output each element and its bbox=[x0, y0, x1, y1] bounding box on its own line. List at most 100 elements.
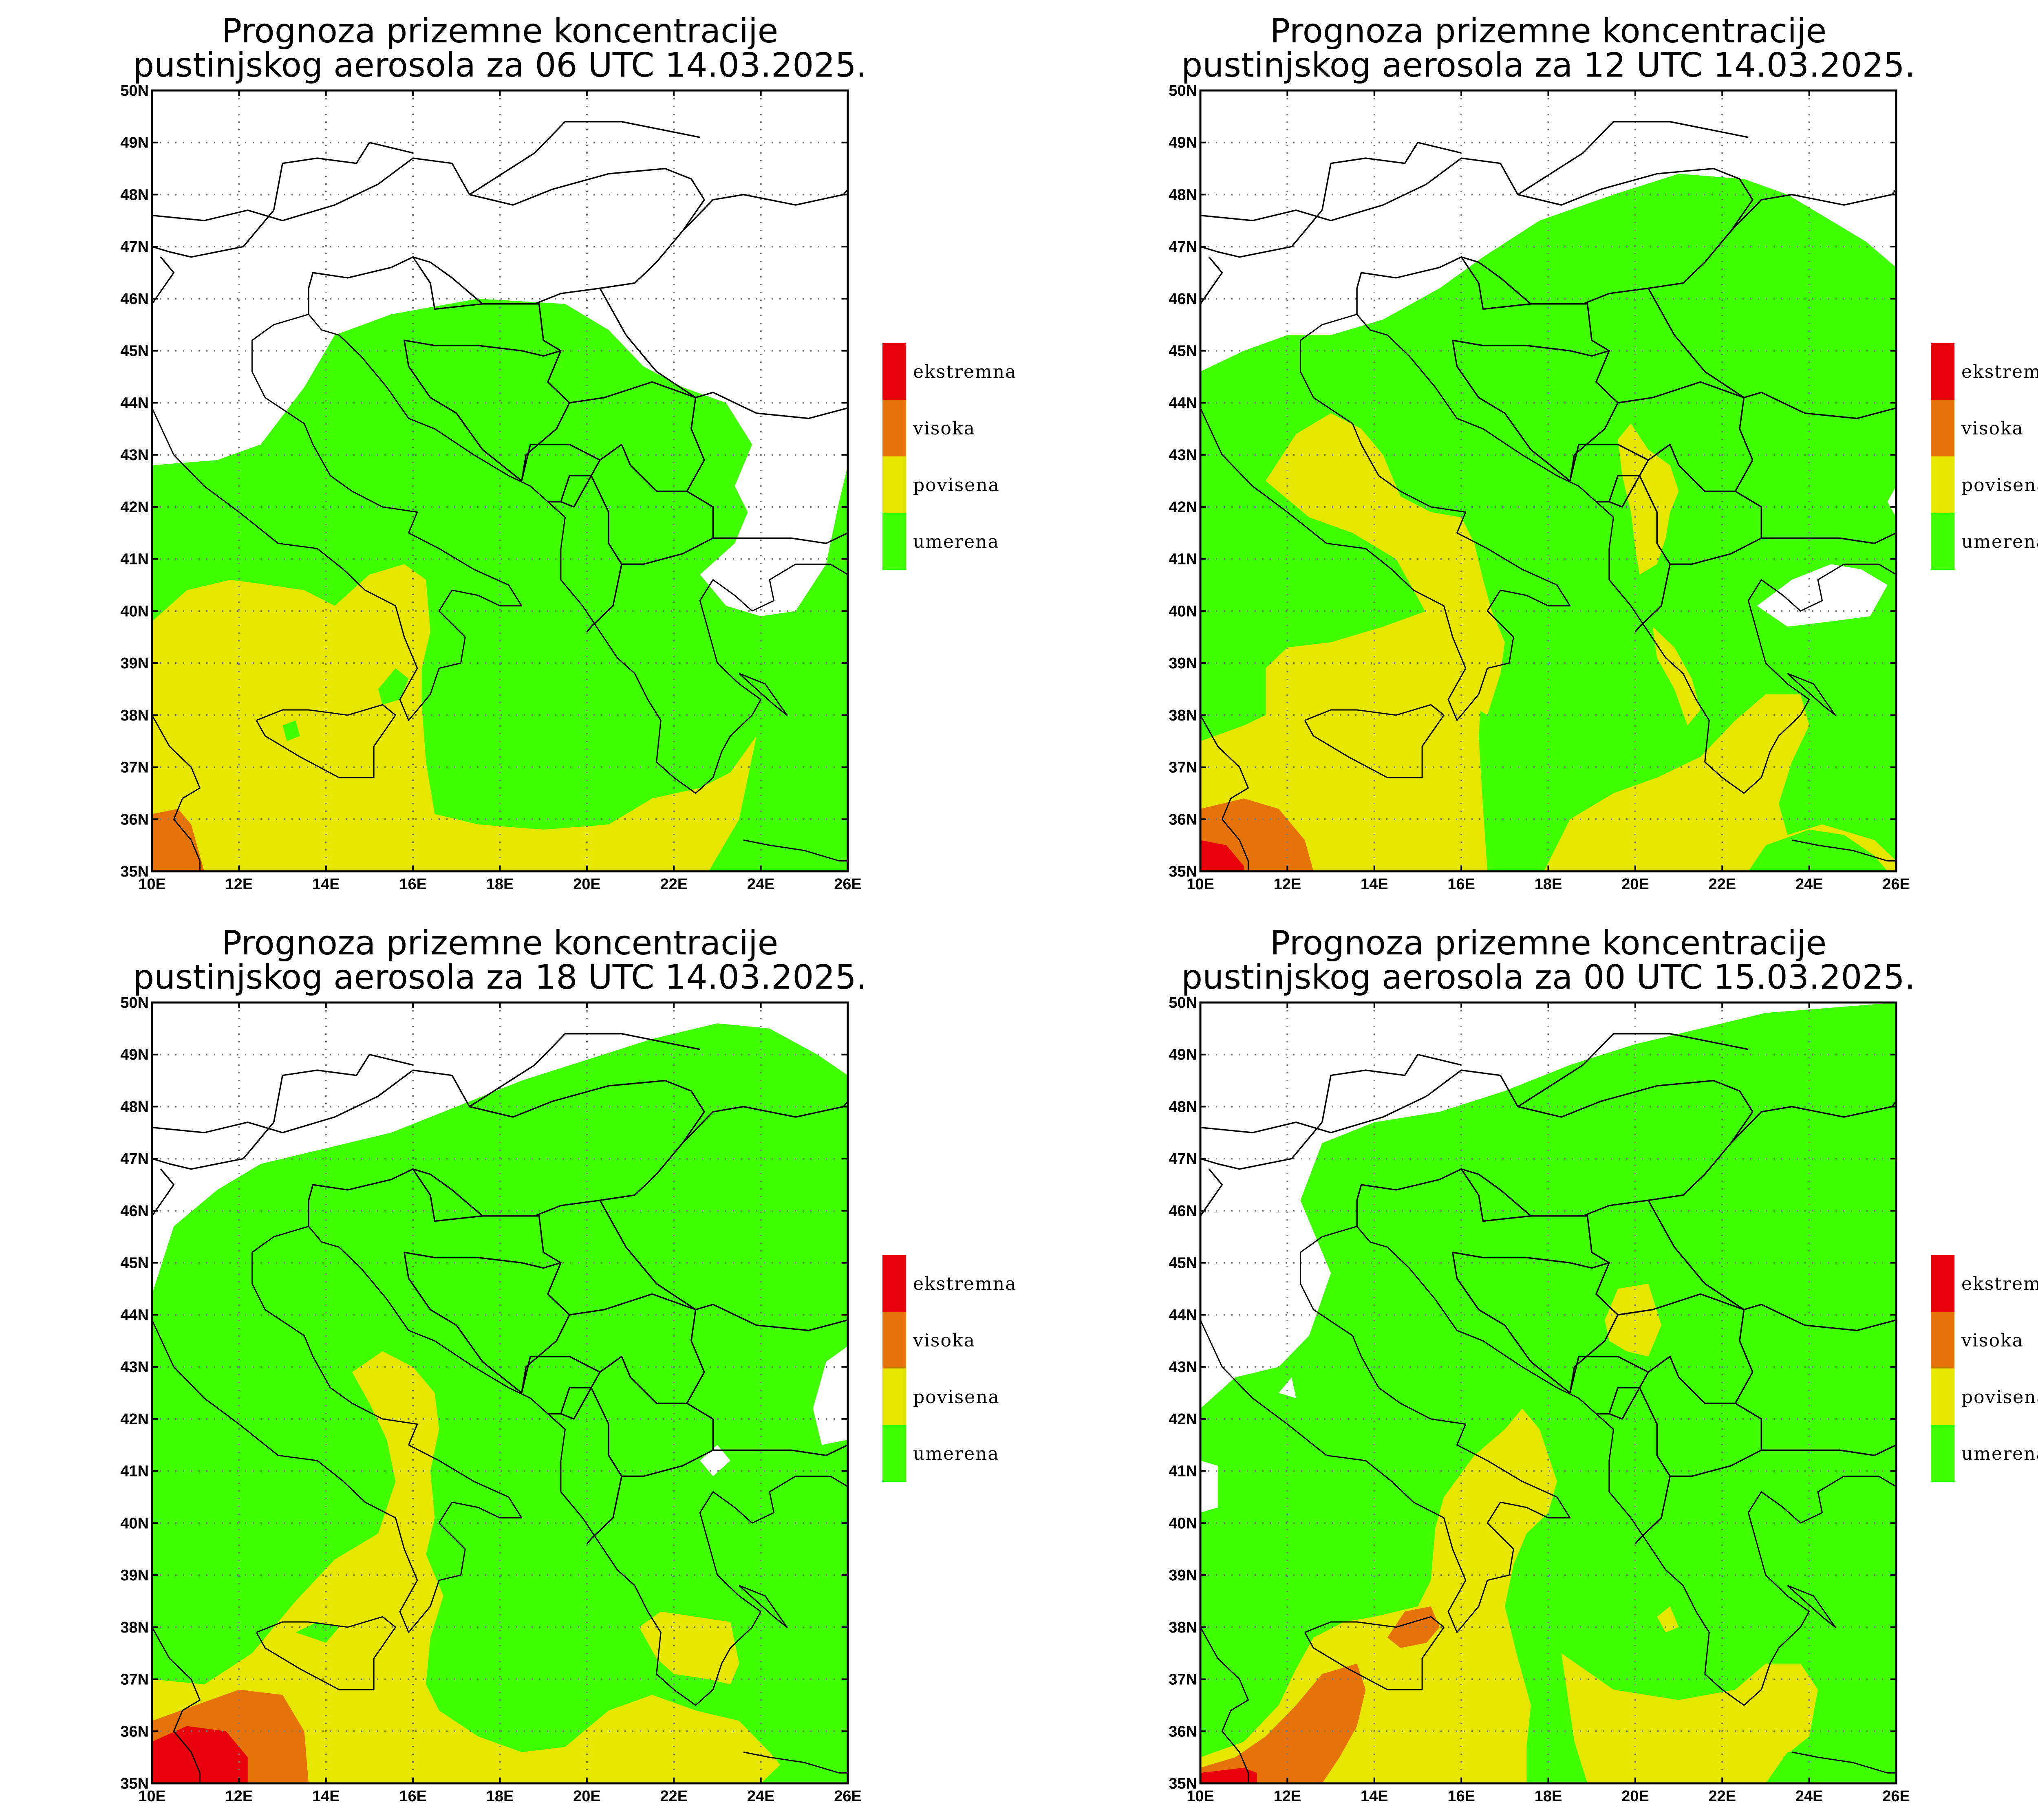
concentration-area-povisena bbox=[1657, 1606, 1679, 1633]
concentration-area-visoka bbox=[152, 809, 204, 871]
lat-tick-label: 40N bbox=[120, 1515, 149, 1532]
coastline bbox=[739, 673, 788, 716]
no-aerosol-area bbox=[1200, 1461, 1218, 1513]
lat-tick-label: 44N bbox=[1169, 1307, 1197, 1324]
lat-tick-label: 37N bbox=[1169, 759, 1197, 776]
country-border bbox=[1739, 1304, 1896, 1373]
legend-label-ekstremna: ekstremna bbox=[913, 1274, 1017, 1294]
lon-tick-label: 26E bbox=[834, 876, 862, 893]
legend-swatch-visoka bbox=[882, 400, 906, 456]
lat-tick-label: 47N bbox=[120, 238, 149, 256]
forecast-panel: Prognoza prizemne koncentracijepustinjsk… bbox=[120, 12, 1017, 893]
country-border bbox=[1517, 1033, 1749, 1107]
panel-title-line1: Prognoza prizemne koncentracije bbox=[222, 12, 778, 51]
concentration-area-umerena bbox=[378, 668, 409, 705]
lat-tick-label: 45N bbox=[120, 343, 149, 360]
lat-tick-label: 46N bbox=[1169, 291, 1197, 308]
lat-tick-label: 37N bbox=[120, 759, 149, 776]
map-area bbox=[1200, 1003, 1896, 1783]
coastline bbox=[739, 1585, 788, 1628]
lon-tick-label: 16E bbox=[1447, 1788, 1475, 1805]
lat-tick-label: 39N bbox=[120, 655, 149, 672]
legend-swatch-umerena bbox=[1931, 1425, 1954, 1482]
coastline bbox=[152, 313, 848, 794]
lon-tick-label: 22E bbox=[1708, 1788, 1736, 1805]
lon-tick-label: 20E bbox=[1621, 876, 1649, 893]
lat-tick-label: 43N bbox=[1169, 1359, 1197, 1376]
country-border bbox=[412, 1168, 570, 1393]
country-border bbox=[1734, 460, 1753, 492]
lon-tick-label: 20E bbox=[573, 876, 601, 893]
coastline bbox=[1787, 673, 1836, 716]
country-border bbox=[152, 256, 175, 304]
legend-label-visoka: visoka bbox=[1961, 1330, 2024, 1351]
legend-swatch-povisena bbox=[882, 456, 906, 513]
lat-tick-label: 49N bbox=[1169, 1047, 1197, 1064]
coastline bbox=[1304, 1616, 1445, 1690]
map-area bbox=[152, 1003, 848, 1783]
legend-swatch-umerena bbox=[882, 1425, 906, 1482]
lat-tick-label: 35N bbox=[120, 863, 149, 880]
no-aerosol-area bbox=[1279, 1377, 1296, 1398]
lon-tick-label: 14E bbox=[1361, 1788, 1388, 1805]
lat-tick-label: 49N bbox=[120, 1047, 149, 1064]
concentration-area-umerena bbox=[282, 720, 300, 741]
coastline bbox=[743, 839, 848, 862]
concentration-area-visoka bbox=[1387, 1606, 1440, 1648]
concentration-area-umerena bbox=[1765, 1752, 1835, 1783]
country-border bbox=[469, 1033, 700, 1107]
concentration-area-umerena bbox=[761, 1762, 831, 1783]
lat-tick-label: 36N bbox=[120, 811, 149, 828]
country-border bbox=[1761, 1444, 1896, 1456]
lon-tick-label: 26E bbox=[834, 1788, 862, 1805]
lon-tick-label: 24E bbox=[747, 1788, 775, 1805]
lon-tick-label: 12E bbox=[1274, 1788, 1301, 1805]
lat-tick-label: 44N bbox=[120, 1307, 149, 1324]
country-border bbox=[273, 1053, 413, 1123]
lon-tick-label: 22E bbox=[660, 876, 688, 893]
country-border bbox=[713, 532, 848, 544]
lon-tick-label: 10E bbox=[138, 876, 166, 893]
concentration-legend: ekstremna visoka povisena umerena bbox=[882, 1255, 1017, 1482]
country-border bbox=[1648, 1200, 1745, 1311]
lon-tick-label: 18E bbox=[1535, 1788, 1562, 1805]
lat-tick-label: 44N bbox=[120, 394, 149, 412]
legend-label-visoka: visoka bbox=[913, 1330, 975, 1351]
legend-label-povisena: povisena bbox=[913, 475, 1000, 496]
coastline bbox=[743, 1751, 848, 1774]
legend-swatch-ekstremna bbox=[1931, 343, 1954, 400]
country-border bbox=[1730, 189, 1896, 232]
country-border bbox=[599, 1200, 696, 1311]
lon-tick-label: 18E bbox=[486, 876, 514, 893]
legend-swatch-povisena bbox=[1931, 1368, 1954, 1425]
lat-tick-label: 50N bbox=[120, 82, 149, 99]
concentration-area-umerena bbox=[1200, 1003, 1896, 1783]
lon-tick-label: 24E bbox=[1795, 1788, 1823, 1805]
legend-label-ekstremna: ekstremna bbox=[913, 361, 1017, 382]
coastline bbox=[1200, 313, 1896, 794]
country-border bbox=[686, 1372, 705, 1404]
lat-tick-label: 41N bbox=[120, 1463, 149, 1480]
country-border bbox=[1321, 1053, 1462, 1123]
lon-tick-label: 20E bbox=[1621, 1788, 1649, 1805]
country-border bbox=[569, 1293, 696, 1316]
forecast-panel: Prognoza prizemne koncentracijepustinjsk… bbox=[1169, 12, 2038, 893]
country-border bbox=[713, 1444, 848, 1456]
concentration-area-umerena bbox=[296, 1622, 339, 1643]
lat-tick-label: 39N bbox=[120, 1567, 149, 1584]
lon-tick-label: 12E bbox=[225, 1788, 253, 1805]
concentration-area-umerena bbox=[1748, 829, 1888, 871]
coastline bbox=[152, 1627, 201, 1783]
coastline bbox=[1200, 1627, 1249, 1783]
country-border bbox=[404, 1252, 522, 1394]
lat-tick-label: 40N bbox=[120, 603, 149, 620]
lat-tick-label: 37N bbox=[1169, 1671, 1197, 1688]
lon-tick-label: 18E bbox=[486, 1788, 514, 1805]
lat-tick-label: 50N bbox=[1169, 82, 1197, 99]
country-border bbox=[1200, 256, 1223, 304]
legend-label-povisena: povisena bbox=[913, 1387, 1000, 1408]
lat-tick-label: 38N bbox=[1169, 1619, 1197, 1636]
legend-label-povisena: povisena bbox=[1961, 1387, 2038, 1408]
lat-tick-label: 42N bbox=[120, 499, 149, 516]
coastline bbox=[1200, 715, 1249, 871]
